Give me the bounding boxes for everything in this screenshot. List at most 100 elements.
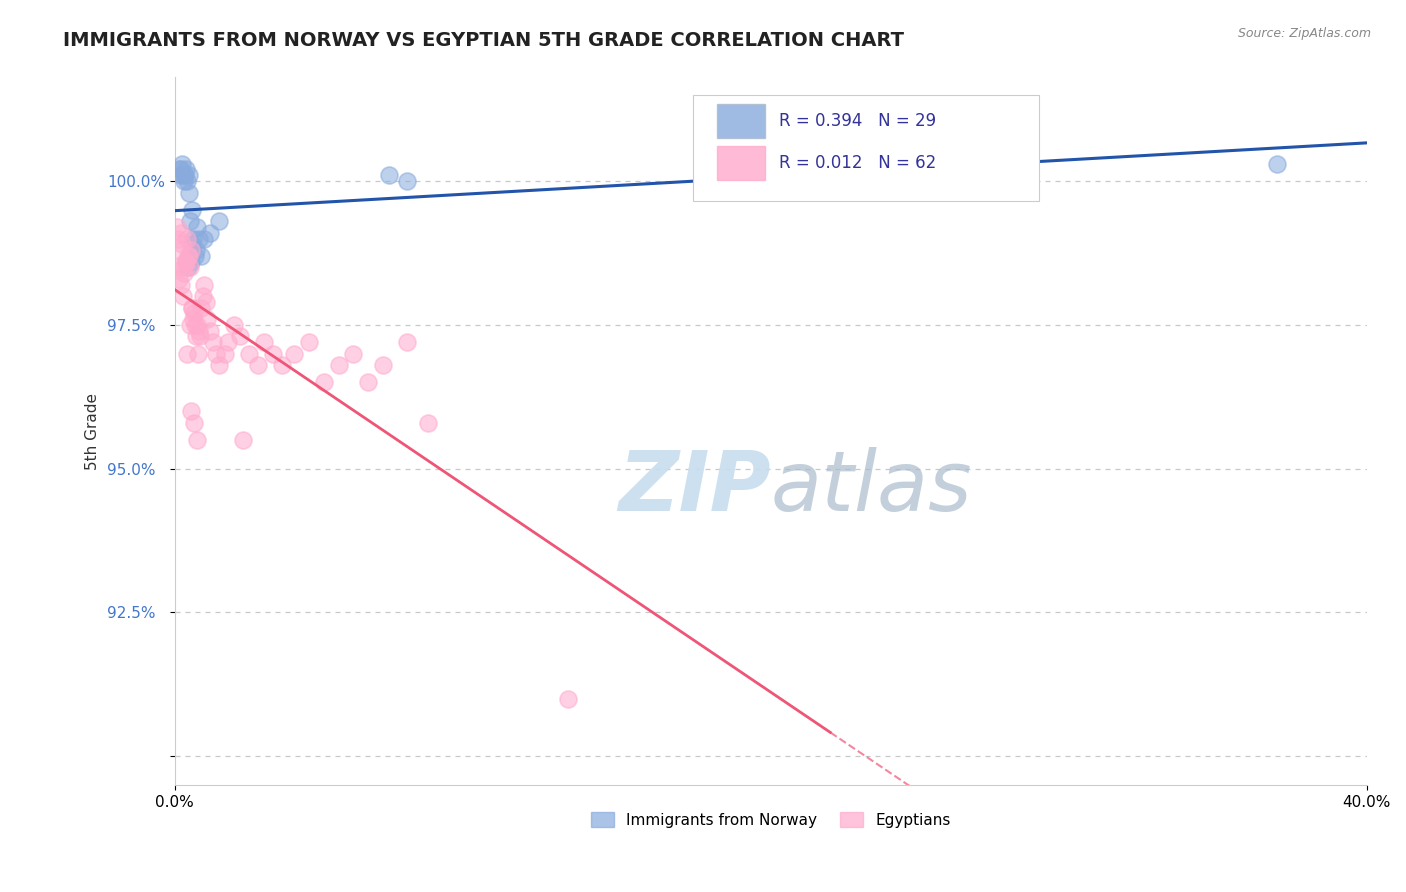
Point	[176, 346, 198, 360]
Point	[183, 312, 205, 326]
Legend: Immigrants from Norway, Egyptians: Immigrants from Norway, Egyptians	[585, 806, 956, 834]
Point	[224, 318, 246, 332]
Point	[179, 318, 201, 332]
Point	[177, 186, 200, 200]
Point	[202, 335, 225, 350]
Text: ZIP: ZIP	[619, 448, 770, 528]
Text: IMMIGRANTS FROM NORWAY VS EGYPTIAN 5TH GRADE CORRELATION CHART: IMMIGRANTS FROM NORWAY VS EGYPTIAN 5TH G…	[63, 31, 904, 50]
Point	[170, 162, 193, 177]
Point	[373, 358, 395, 372]
Point	[328, 358, 350, 372]
Point	[177, 249, 200, 263]
Point	[180, 301, 202, 315]
Point	[217, 335, 239, 350]
Point	[271, 358, 294, 372]
Point	[208, 214, 231, 228]
Point	[167, 231, 190, 245]
Point	[167, 272, 190, 286]
Point	[169, 226, 191, 240]
Point	[253, 335, 276, 350]
Point	[174, 254, 197, 268]
Point	[186, 433, 208, 447]
Point	[180, 243, 202, 257]
Point	[188, 231, 211, 245]
Point	[177, 168, 200, 182]
Point	[186, 318, 208, 332]
Point	[166, 220, 188, 235]
Point	[191, 289, 214, 303]
Point	[194, 294, 217, 309]
Text: atlas: atlas	[770, 448, 973, 528]
Point	[172, 289, 194, 303]
Point	[173, 174, 195, 188]
Point	[200, 226, 222, 240]
Point	[378, 168, 401, 182]
Point	[177, 260, 200, 275]
Point	[396, 174, 419, 188]
Point	[247, 358, 270, 372]
Point	[166, 260, 188, 275]
Point	[557, 691, 579, 706]
Point	[170, 277, 193, 292]
Point	[205, 346, 228, 360]
Point	[184, 249, 207, 263]
Point	[186, 329, 208, 343]
Point	[312, 376, 335, 390]
Point	[180, 254, 202, 268]
Point	[184, 243, 207, 257]
Point	[775, 145, 797, 160]
Point	[186, 220, 208, 235]
Point	[181, 231, 204, 245]
Point	[342, 346, 364, 360]
Y-axis label: 5th Grade: 5th Grade	[86, 392, 100, 470]
Point	[188, 324, 211, 338]
Point	[174, 254, 197, 268]
Point	[214, 346, 236, 360]
Point	[396, 335, 419, 350]
Point	[177, 249, 200, 263]
Point	[181, 301, 204, 315]
Point	[176, 231, 198, 245]
Point	[232, 433, 254, 447]
Point	[173, 168, 195, 182]
Point	[169, 168, 191, 182]
Point	[197, 312, 219, 326]
Point	[169, 243, 191, 257]
Point	[200, 324, 222, 338]
Point	[193, 231, 215, 245]
Point	[173, 260, 195, 275]
Point	[188, 329, 211, 343]
Point	[174, 168, 197, 182]
Bar	[717, 146, 765, 180]
Point	[176, 174, 198, 188]
Point	[262, 346, 284, 360]
Point	[1267, 157, 1289, 171]
Point	[208, 358, 231, 372]
Point	[170, 237, 193, 252]
Point	[187, 346, 209, 360]
Point	[190, 301, 212, 315]
FancyBboxPatch shape	[693, 95, 1039, 202]
Text: R = 0.012   N = 62: R = 0.012 N = 62	[779, 154, 936, 172]
Point	[357, 376, 380, 390]
Point	[174, 162, 197, 177]
Point	[180, 404, 202, 418]
Point	[173, 266, 195, 280]
Point	[179, 260, 201, 275]
Point	[170, 157, 193, 171]
Text: R = 0.394   N = 29: R = 0.394 N = 29	[779, 112, 936, 129]
Point	[179, 214, 201, 228]
Point	[167, 162, 190, 177]
Bar	[717, 103, 765, 137]
Point	[416, 416, 439, 430]
Point	[184, 318, 207, 332]
Point	[193, 277, 215, 292]
Text: Source: ZipAtlas.com: Source: ZipAtlas.com	[1237, 27, 1371, 40]
Point	[238, 346, 260, 360]
Point	[180, 237, 202, 252]
Point	[229, 329, 252, 343]
Point	[183, 416, 205, 430]
Point	[283, 346, 305, 360]
Point	[180, 202, 202, 217]
Point	[190, 249, 212, 263]
